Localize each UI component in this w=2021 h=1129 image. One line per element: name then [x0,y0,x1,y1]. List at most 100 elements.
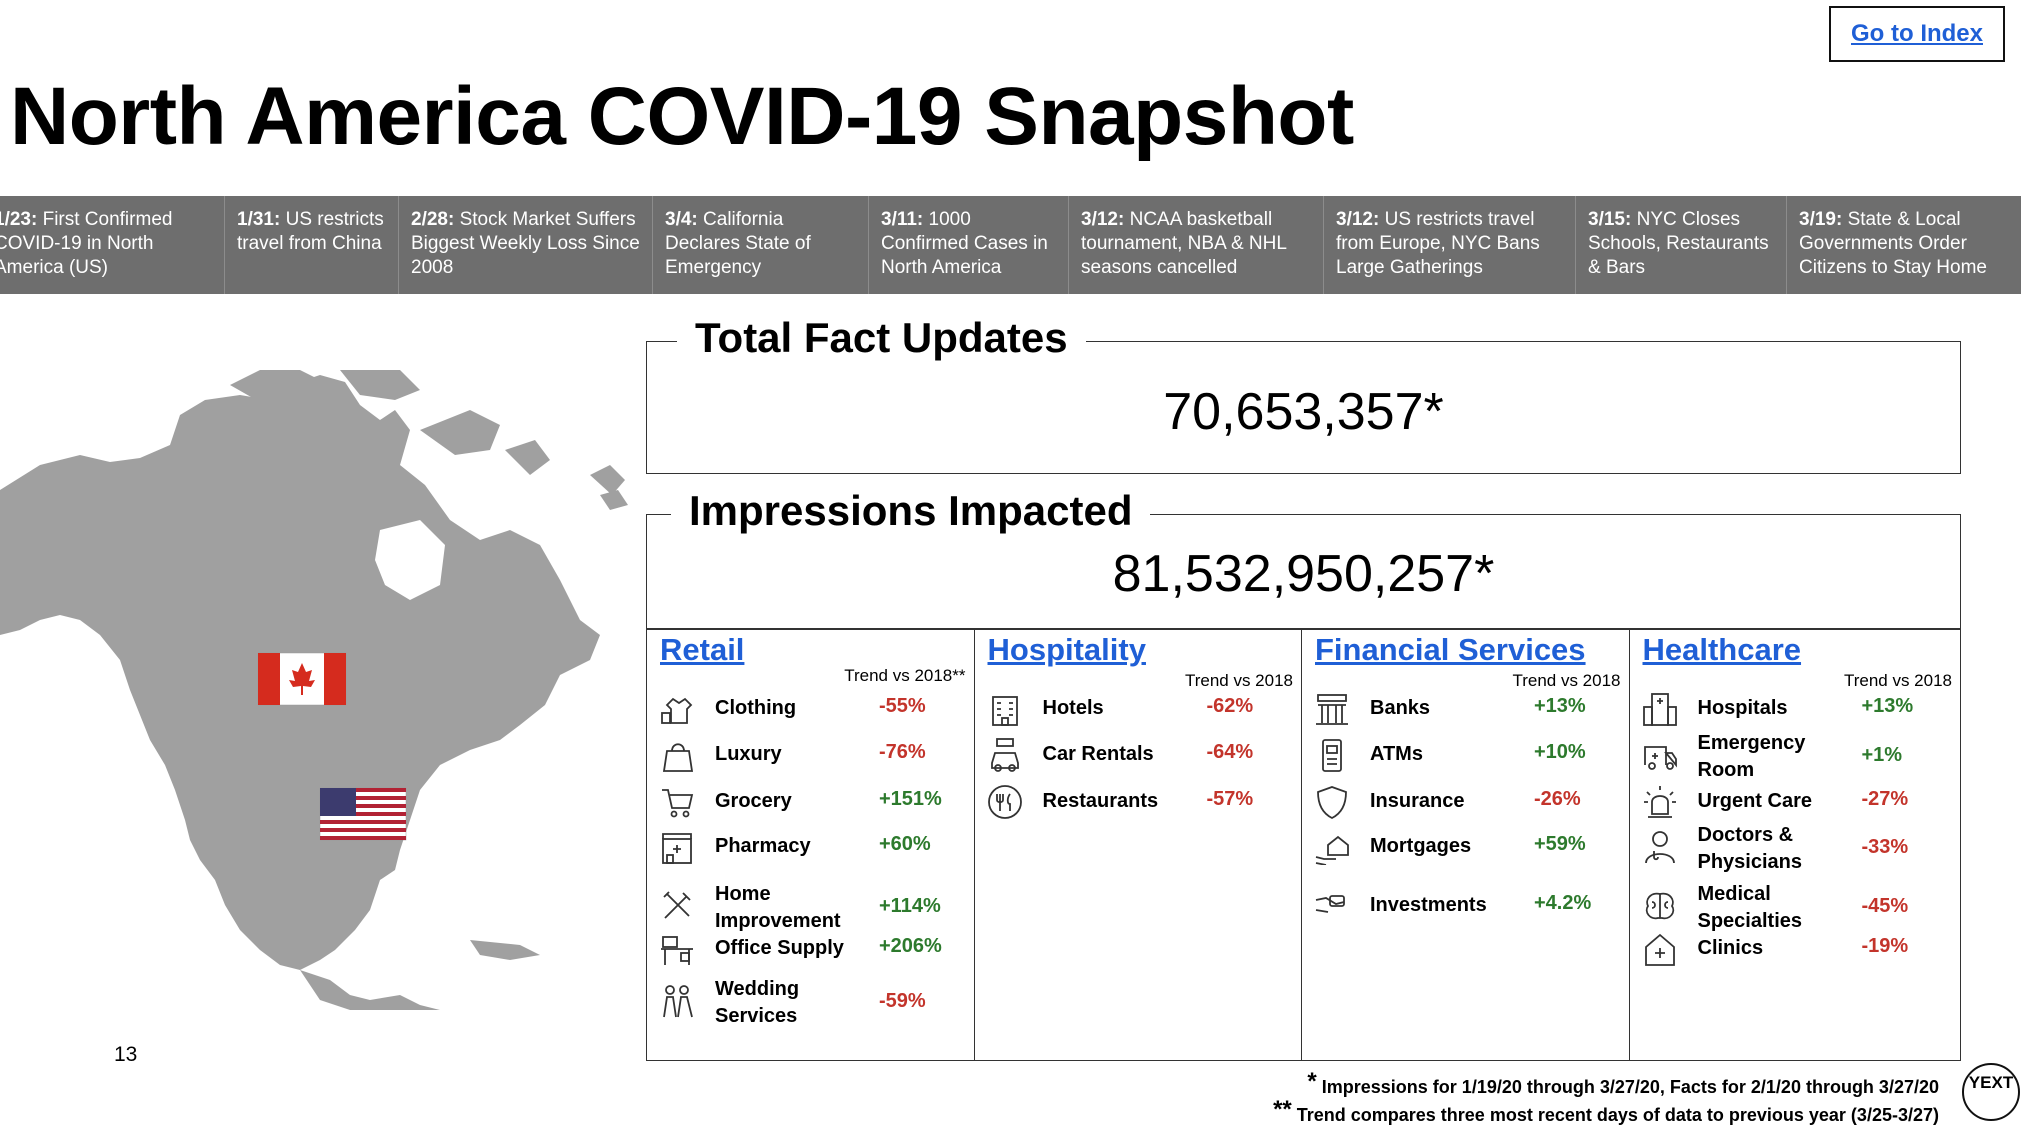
category-row-label: Emergency Room [1697,732,1806,781]
category-row: Hospitals +13% [1630,686,1961,732]
timeline-text: California Declares State of Emergency [665,209,811,278]
hotel-icon [987,691,1023,727]
timeline-text: US restricts travel from Europe, NYC Ban… [1336,209,1540,278]
category-row-trend: +60% [879,833,931,855]
category-title-link[interactable]: Retail [660,632,745,667]
category-row-trend: +10% [1534,741,1586,763]
impressions-panel [646,514,1961,630]
impressions-value: 81,532,950,257* [1112,545,1495,603]
category-row-trend: -55% [879,695,926,717]
timeline-text: 1000 Confirmed Cases in North America [881,209,1048,278]
shopping-cart-icon [659,784,695,820]
category-row: Banks +13% [1302,686,1629,732]
category-row-trend: +13% [1861,695,1914,717]
category-row: Pharmacy +60% [647,824,974,870]
go-to-index-link[interactable]: Go to Index [1829,6,2005,62]
category-row: Investments +4.2% [1302,883,1629,929]
category-row: Wedding Services -59% [647,978,974,1027]
timeline-text: First Confirmed COVID-19 in North Americ… [0,209,173,278]
category-row-label: Wedding Services [715,978,800,1027]
timeline-item: 1/31: US restricts travel from China [225,196,399,294]
category-row: Luxury -76% [647,732,974,778]
category-row-label: Office Supply [715,937,844,959]
tools-icon [659,888,695,924]
timeline-item: 3/15: NYC Closes Schools, Restaurants & … [1576,196,1787,294]
trend-header: Trend vs 2018 [1843,671,1952,690]
category-row-label: Luxury [715,743,782,765]
timeline-item: 3/12: NCAA basketball tournament, NBA & … [1069,196,1324,294]
category-row: Emergency Room +1% [1630,732,1961,781]
category-title-link[interactable]: Hospitality [987,632,1146,667]
office-desk-icon [659,931,695,967]
siren-icon [1642,784,1678,820]
timeline-item: 1/23: First Confirmed COVID-19 in North … [0,196,225,294]
category-row: Clinics -19% [1630,926,1961,972]
timeline-date: 3/11: [881,209,924,230]
fact-updates-panel [646,341,1961,474]
category-row: Restaurants -57% [975,779,1302,825]
timeline-date: 3/4: [665,209,698,230]
category-title-link[interactable]: Healthcare [1642,632,1802,667]
category-row-label: Home Improvement [715,883,841,932]
shield-icon [1314,784,1350,820]
category-row-label: Pharmacy [715,835,811,857]
category-title-link[interactable]: Financial Services [1315,632,1586,667]
footnote-trend: ** Trend compares three most recent days… [1273,1096,1939,1125]
timeline-item: 3/4: California Declares State of Emerge… [653,196,869,294]
timeline-item: 3/11: 1000 Confirmed Cases in North Amer… [869,196,1069,294]
timeline-bar: 1/23: First Confirmed COVID-19 in North … [0,196,2021,294]
category-row: ATMs +10% [1302,732,1629,778]
category-row-trend: -59% [879,990,926,1012]
category-row-trend: -45% [1861,895,1909,917]
investment-hand-icon [1314,888,1350,924]
category-row-trend: +13% [1534,695,1586,717]
category-row-trend: +151% [879,788,942,810]
category-table: Retail Trend vs 2018** Clothing -55% Luxury -… [646,628,1961,1061]
category-row-trend: -64% [1206,741,1254,763]
category-row-trend: +4.2% [1534,892,1592,914]
category-row-trend: -19% [1861,935,1909,957]
timeline-date: 3/12: [1081,209,1125,230]
category-row-trend: -62% [1206,695,1254,717]
timeline-text: Stock Market Suffers Biggest Weekly Loss… [411,209,640,278]
timeline-text: NYC Closes Schools, Restaurants & Bars [1588,209,1769,278]
category-row-trend: +1% [1861,744,1903,766]
category-row-trend: -76% [879,741,926,763]
category-row-label: Medical Specialties [1697,883,1803,932]
ambulance-icon [1642,737,1678,773]
category-row-label: Restaurants [1042,790,1159,812]
category-row-label: Banks [1370,697,1431,719]
clinic-house-icon [1642,931,1678,967]
page-number: 13 [114,1043,138,1066]
footnote-impressions: * Impressions for 1/19/20 through 3/27/2… [1307,1068,1939,1097]
timeline-date: 1/31: [237,209,281,230]
yext-logo: YEXT [1962,1063,2020,1121]
category-row-trend: +206% [879,935,942,957]
atm-icon [1314,737,1350,773]
category-row-label: Doctors & Physicians [1697,824,1803,873]
category-row-trend: -26% [1534,788,1581,810]
north-america-map [0,370,628,1010]
category-row-label: Hospitals [1697,697,1788,719]
category-column-retail: Retail Trend vs 2018** Clothing -55% Luxury -… [647,629,975,1060]
category-row-trend: -57% [1206,788,1254,810]
fact-updates-value: 70,653,357* [1163,383,1444,441]
timeline-date: 3/19: [1799,209,1843,230]
mortgage-house-hand-icon [1314,829,1350,866]
hospital-icon [1642,691,1678,727]
timeline-item: 2/28: Stock Market Suffers Biggest Weekl… [399,196,653,294]
trend-header: Trend vs 2018** [844,666,966,685]
timeline-date: 2/28: [411,209,455,230]
category-row-trend: +114% [879,895,941,917]
category-column-hospitality: Hospitality Trend vs 2018 Hotels -62% Car Re… [975,629,1302,1060]
page-title: North America COVID-19 Snapshot [10,71,1354,162]
wedding-couple-icon [659,983,695,1019]
bank-icon [1314,691,1350,727]
timeline-item: 3/12: US restricts travel from Europe, N… [1324,196,1576,294]
category-row: Home Improvement +114% [647,883,974,932]
impressions-title: Impressions Impacted [671,487,1151,535]
category-row-trend: -33% [1861,836,1909,858]
timeline-item: 3/19: State & Local Governments Order Ci… [1787,196,2021,294]
category-row-label: Insurance [1370,790,1465,812]
timeline-text: State & Local Governments Order Citizens… [1799,209,1987,278]
